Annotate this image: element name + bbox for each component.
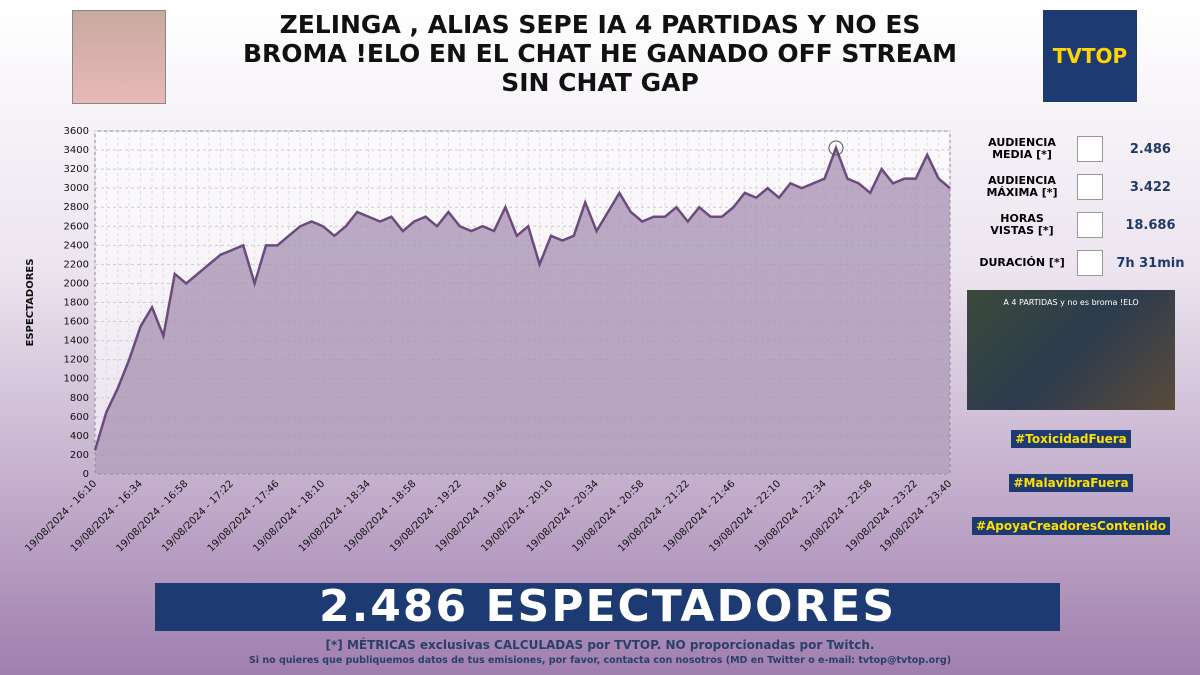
icon bbox=[1077, 136, 1103, 162]
logo: TVTOP bbox=[1043, 10, 1137, 102]
stat: AUDIENCIA MÁXIMA [*] 3.422 bbox=[975, 168, 1190, 206]
stat-value: 3.422 bbox=[1129, 179, 1171, 195]
y-tick-label: 1200 bbox=[64, 355, 89, 366]
y-tick-label: 800 bbox=[70, 393, 89, 404]
title: ZELINGA , ALIAS SEPE IA 4 PARTIDAS Y NO … bbox=[242, 10, 958, 97]
stat: HORAS VISTAS [*] 18.686 bbox=[975, 206, 1190, 244]
label-line: VISTAS [*] bbox=[990, 224, 1054, 237]
stat-label: HORAS VISTAS [*] bbox=[975, 213, 1069, 237]
area bbox=[95, 147, 950, 474]
hashtag: #ToxicidadFuera bbox=[967, 428, 1175, 448]
stat: DURACIÓN [*] 7h 31min bbox=[975, 244, 1190, 282]
hashtag-text: #MalavibraFuera bbox=[1009, 474, 1133, 492]
line bbox=[93, 144, 951, 451]
icon bbox=[1077, 250, 1103, 276]
y-tick-label: 1600 bbox=[64, 317, 89, 328]
y-tick-label: 3600 bbox=[64, 126, 89, 137]
y-tick-label: 2400 bbox=[64, 240, 89, 251]
icon bbox=[1077, 174, 1103, 200]
y-tick-label: 0 bbox=[83, 469, 89, 480]
thumbnail: A 4 PARTIDAS y no es broma !ELO bbox=[967, 290, 1175, 410]
stat-label: DURACIÓN [*] bbox=[975, 257, 1069, 269]
y-tick-label: 400 bbox=[70, 431, 89, 442]
label-line: AUDIENCIA bbox=[988, 174, 1056, 187]
y-tick-label: 3400 bbox=[64, 145, 89, 156]
y-tick-label: 200 bbox=[70, 450, 89, 461]
footer-contact: Si no quieres que publiquemos datos de t… bbox=[248, 655, 952, 666]
y-tick-label: 1000 bbox=[64, 374, 89, 385]
y-tick-label: 1400 bbox=[64, 336, 89, 347]
y-tick-label: 2200 bbox=[64, 259, 89, 270]
chart: 0 200 400 600 800 1000 1200 1400 1600 1800 2000 220… bbox=[23, 126, 954, 554]
stat-label: AUDIENCIA MÁXIMA [*] bbox=[975, 175, 1069, 199]
banner: 2.486 ESPECTADORES bbox=[155, 583, 1060, 631]
hashtag: #MalavibraFuera bbox=[967, 472, 1175, 492]
stat-value: 2.486 bbox=[1129, 141, 1171, 157]
y-tick-label: 2800 bbox=[64, 202, 89, 213]
stat-value: 7h 31min bbox=[1116, 255, 1185, 271]
peak-marker bbox=[828, 140, 844, 156]
y-tick-label: 3000 bbox=[64, 183, 89, 194]
label-line: MÁXIMA [*] bbox=[986, 186, 1058, 199]
label-line: MEDIA [*] bbox=[992, 148, 1052, 161]
hashtag-text: #ApoyaCreadoresContenido bbox=[971, 517, 1171, 535]
thumbnail-caption: A 4 PARTIDAS y no es broma !ELO bbox=[1003, 298, 1139, 307]
label-line: HORAS bbox=[1000, 212, 1044, 225]
stat-value: 18.686 bbox=[1125, 217, 1176, 233]
y-tick-label: 1800 bbox=[64, 298, 89, 309]
stat-label: AUDIENCIA MEDIA [*] bbox=[975, 137, 1069, 161]
y-tick-label: 600 bbox=[70, 412, 89, 423]
hashtag: #ApoyaCreadoresContenido bbox=[967, 515, 1175, 535]
footer-note: [*] MÉTRICAS exclusivas CALCULADAS por T… bbox=[325, 638, 875, 652]
y-tick-label: 2600 bbox=[64, 221, 89, 232]
hashtag-text: #ToxicidadFuera bbox=[1011, 430, 1131, 448]
label-line: AUDIENCIA bbox=[988, 136, 1056, 149]
streamer-photo bbox=[72, 10, 166, 104]
stat: AUDIENCIA MEDIA [*] 2.486 bbox=[975, 130, 1190, 168]
y-tick-label: 3200 bbox=[64, 164, 89, 175]
icon bbox=[1077, 212, 1103, 238]
y-axis-label: ESPECTADORES bbox=[25, 259, 36, 347]
label-line: DURACIÓN [*] bbox=[979, 256, 1065, 269]
y-tick-label: 2000 bbox=[64, 278, 89, 289]
